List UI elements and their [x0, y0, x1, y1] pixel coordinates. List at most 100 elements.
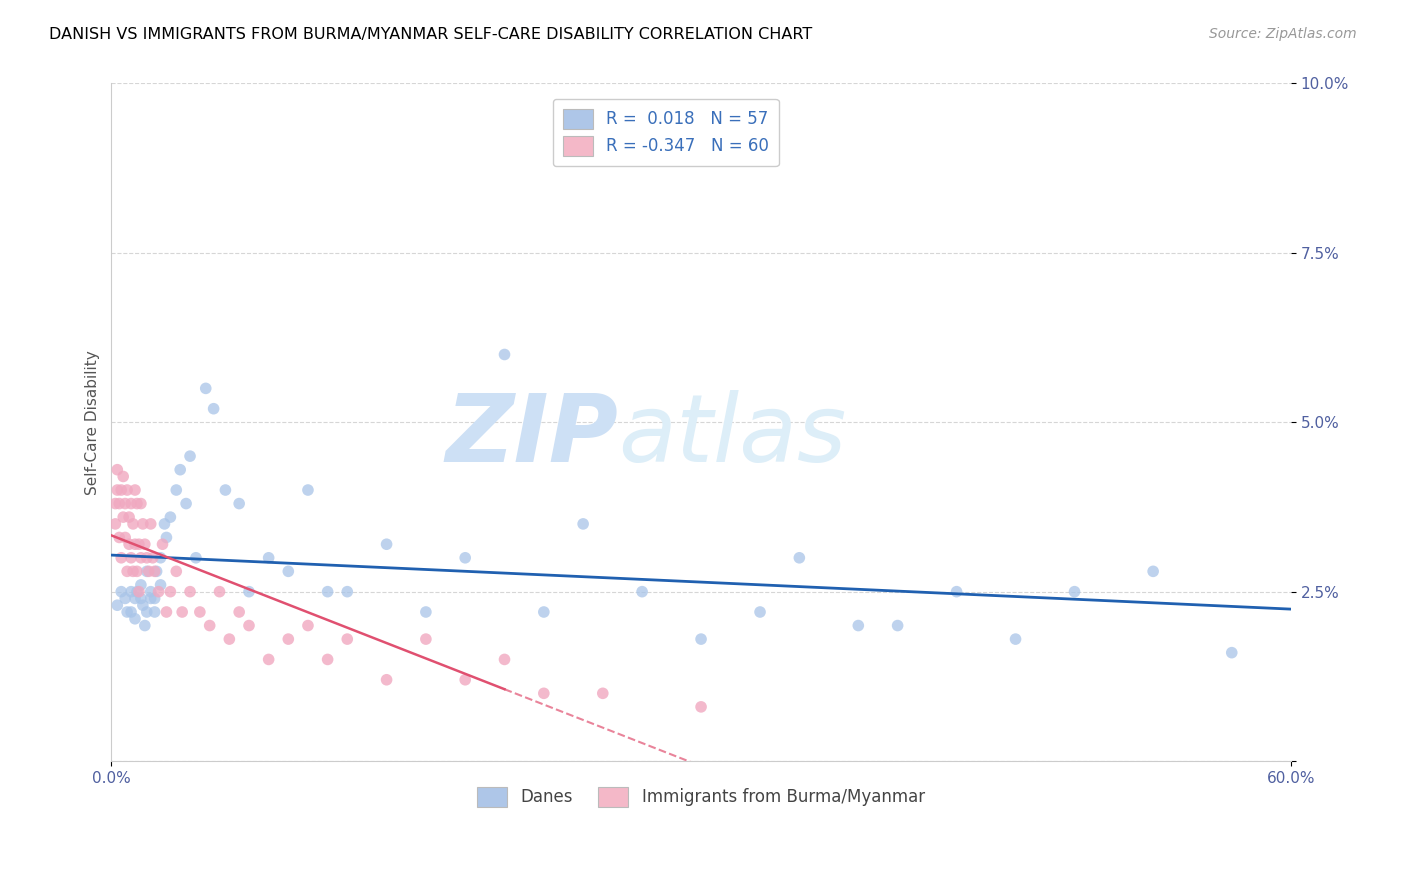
Point [120, 605, 142, 619]
Point [533, 686, 555, 700]
Point [572, 516, 595, 531]
Point [114, 591, 136, 606]
Point [454, 673, 477, 687]
Point [108, 497, 131, 511]
Point [690, 699, 713, 714]
Point [122, 516, 145, 531]
Point [1220, 646, 1243, 660]
Point [1063, 584, 1085, 599]
Point [118, 510, 141, 524]
Point [124, 483, 146, 497]
Point [159, 584, 181, 599]
Point [104, 497, 127, 511]
Point [155, 605, 177, 619]
Point [110, 584, 132, 599]
Point [135, 565, 157, 579]
Point [297, 483, 319, 497]
Point [214, 483, 236, 497]
Point [218, 632, 240, 646]
Point [105, 598, 128, 612]
Point [277, 565, 299, 579]
Point [494, 347, 516, 361]
Point [105, 483, 128, 497]
Point [155, 531, 177, 545]
Y-axis label: Self-Care Disability: Self-Care Disability [86, 350, 100, 495]
Point [120, 550, 142, 565]
Point [690, 632, 713, 646]
Point [104, 516, 127, 531]
Point [145, 565, 167, 579]
Point [112, 510, 135, 524]
Point [165, 483, 187, 497]
Point [375, 673, 398, 687]
Point [135, 550, 157, 565]
Point [152, 537, 174, 551]
Point [169, 463, 191, 477]
Point [165, 565, 187, 579]
Point [375, 537, 398, 551]
Point [142, 550, 165, 565]
Point [134, 618, 156, 632]
Point [179, 584, 201, 599]
Point [749, 605, 772, 619]
Point [143, 591, 166, 606]
Point [120, 584, 142, 599]
Legend: Danes, Immigrants from Burma/Myanmar: Danes, Immigrants from Burma/Myanmar [471, 780, 931, 814]
Point [112, 469, 135, 483]
Point [132, 516, 155, 531]
Point [148, 584, 170, 599]
Point [945, 584, 967, 599]
Point [143, 565, 166, 579]
Text: DANISH VS IMMIGRANTS FROM BURMA/MYANMAR SELF-CARE DISABILITY CORRELATION CHART: DANISH VS IMMIGRANTS FROM BURMA/MYANMAR … [49, 27, 813, 42]
Point [238, 618, 260, 632]
Point [494, 652, 516, 666]
Point [129, 550, 152, 565]
Text: ZIP: ZIP [446, 390, 619, 482]
Point [149, 578, 172, 592]
Point [115, 605, 138, 619]
Point [174, 497, 197, 511]
Point [336, 584, 359, 599]
Point [194, 381, 217, 395]
Point [184, 550, 207, 565]
Point [415, 605, 437, 619]
Point [120, 497, 142, 511]
Point [277, 632, 299, 646]
Point [198, 618, 221, 632]
Point [124, 537, 146, 551]
Point [129, 591, 152, 606]
Point [257, 652, 280, 666]
Point [114, 531, 136, 545]
Point [132, 598, 155, 612]
Point [238, 584, 260, 599]
Point [135, 605, 157, 619]
Point [179, 449, 201, 463]
Text: atlas: atlas [619, 391, 846, 482]
Point [115, 483, 138, 497]
Point [125, 565, 148, 579]
Point [454, 550, 477, 565]
Point [228, 605, 250, 619]
Point [208, 584, 231, 599]
Point [129, 578, 152, 592]
Point [846, 618, 869, 632]
Point [115, 565, 138, 579]
Point [139, 591, 162, 606]
Point [108, 531, 131, 545]
Point [139, 584, 162, 599]
Point [886, 618, 908, 632]
Point [202, 401, 225, 416]
Point [415, 632, 437, 646]
Point [122, 565, 145, 579]
Point [110, 550, 132, 565]
Point [1004, 632, 1026, 646]
Point [316, 584, 339, 599]
Point [172, 605, 194, 619]
Point [128, 537, 150, 551]
Point [110, 483, 132, 497]
Text: Source: ZipAtlas.com: Source: ZipAtlas.com [1209, 27, 1357, 41]
Point [188, 605, 211, 619]
Point [336, 632, 359, 646]
Point [105, 463, 128, 477]
Point [134, 537, 156, 551]
